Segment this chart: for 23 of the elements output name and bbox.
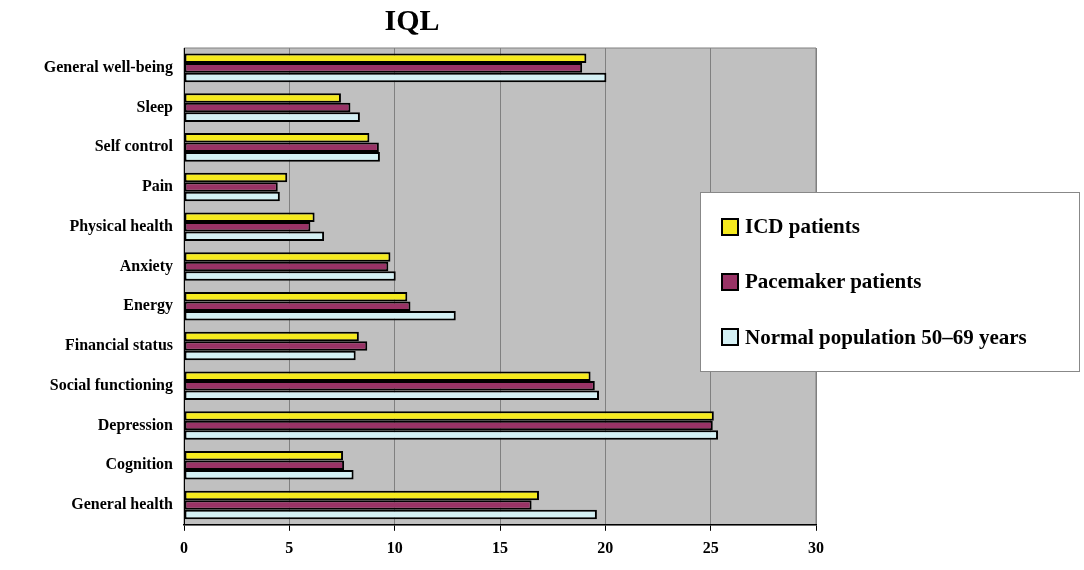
y-tick-label: Anxiety (119, 256, 173, 275)
x-tick-label: 10 (386, 538, 403, 556)
y-tick-label: Social functioning (49, 375, 173, 394)
y-tick-label: General health (71, 495, 174, 513)
y-tick-label: Depression (97, 415, 174, 434)
x-tick-label: 25 (702, 538, 719, 556)
y-tick-label: Pain (141, 177, 174, 195)
legend-label: ICD patients (745, 214, 860, 240)
legend-label: Normal population 50–69 years (745, 324, 1027, 350)
y-tick-label: Self control (94, 137, 174, 155)
legend-label: Pacemaker patients (745, 269, 922, 295)
y-tick-label: Cognition (105, 455, 174, 474)
x-tick-label: 30 (808, 538, 824, 556)
y-tick-label: Energy (123, 296, 173, 315)
x-tick-label: 15 (492, 538, 508, 556)
chart-title: IQL (384, 2, 440, 36)
y-tick-label: Sleep (136, 97, 174, 116)
y-tick-label: Physical health (69, 216, 174, 235)
x-tick-label: 20 (597, 538, 614, 556)
x-tick-label: 5 (285, 538, 294, 556)
y-tick-label: Financial status (64, 336, 173, 354)
x-tick-label: 0 (180, 538, 188, 556)
y-tick-label: General well-being (43, 58, 173, 77)
